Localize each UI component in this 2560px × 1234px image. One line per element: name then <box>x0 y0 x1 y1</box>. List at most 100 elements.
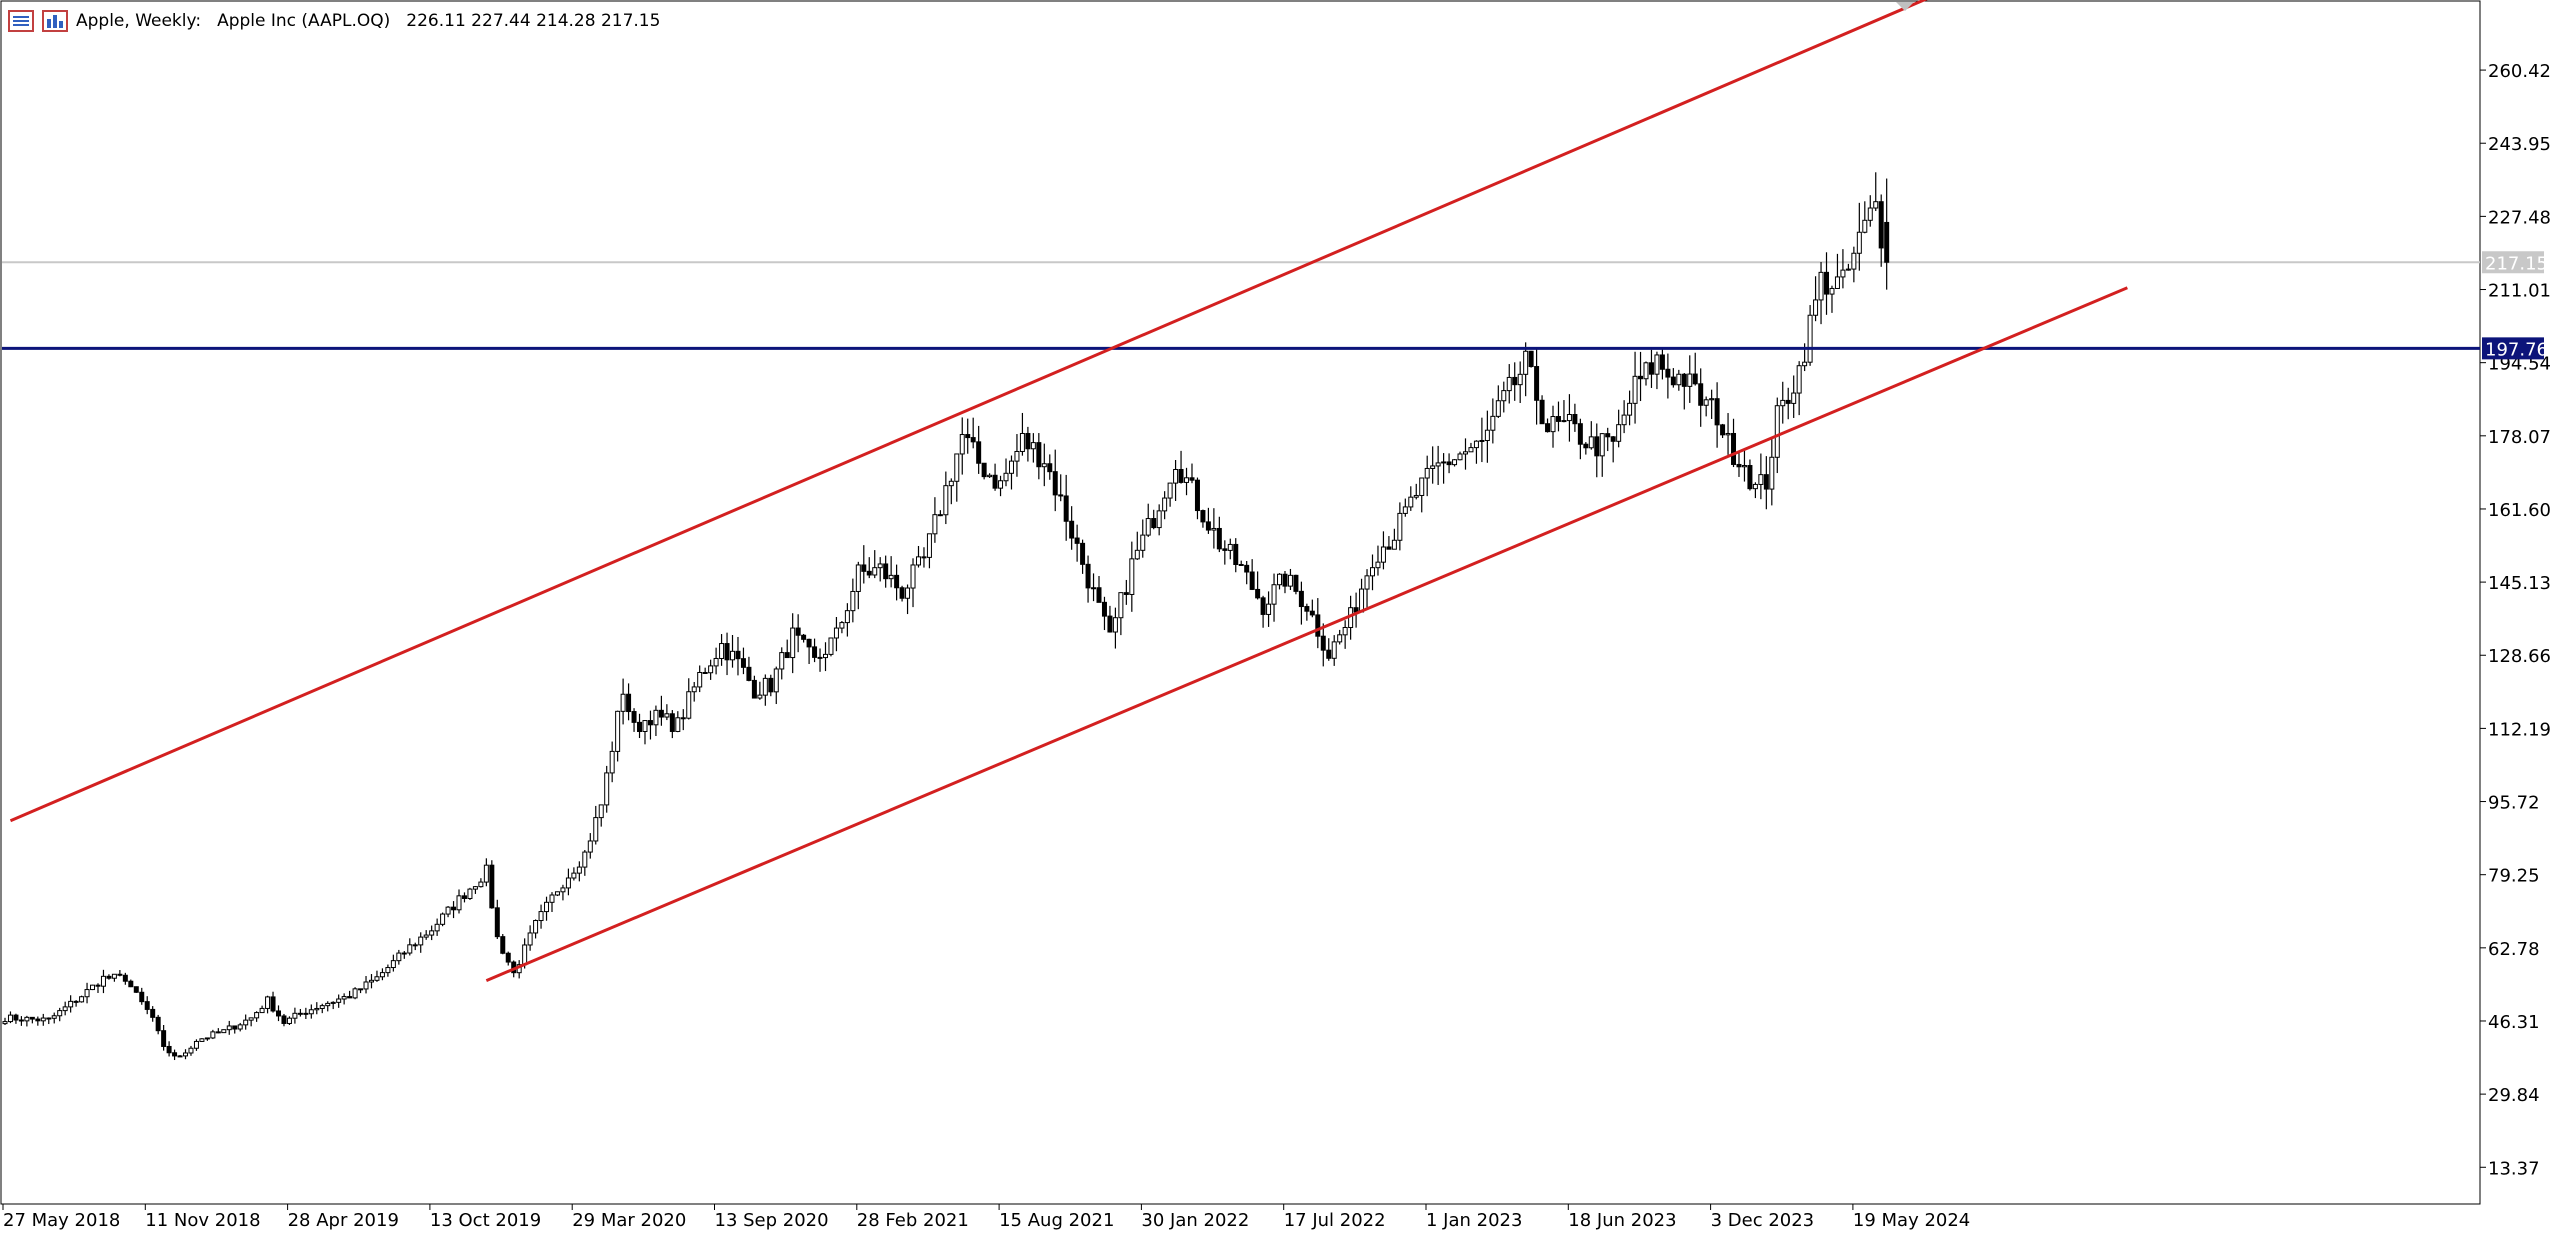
candle <box>1173 460 1179 501</box>
candle <box>1184 467 1190 496</box>
bull-candle-body <box>686 691 692 719</box>
candle <box>1621 400 1627 434</box>
candle <box>806 638 812 664</box>
candle <box>637 713 643 739</box>
candle <box>423 930 429 940</box>
bear-candle-body <box>1577 423 1583 445</box>
candle <box>144 996 150 1015</box>
bull-candle-body <box>943 485 949 516</box>
bull-candle-body <box>565 877 571 889</box>
bear-candle-body <box>461 895 467 899</box>
candle <box>1353 592 1359 628</box>
candle <box>1194 477 1200 520</box>
bull-candle-body <box>1019 432 1025 452</box>
x-tick-label: 13 Oct 2019 <box>430 1210 541 1231</box>
bear-candle-body <box>489 864 495 909</box>
bear-candle-body <box>232 1025 238 1030</box>
candle <box>1643 361 1649 386</box>
bull-candle-body <box>1550 416 1556 433</box>
bull-candle-body <box>855 564 861 592</box>
candle <box>1391 528 1397 550</box>
bull-candle-body <box>1473 440 1479 449</box>
candle <box>1101 596 1107 631</box>
bull-candle-body <box>926 533 932 558</box>
chart-menu-icon[interactable] <box>8 10 34 32</box>
bear-candle-body <box>172 1052 178 1057</box>
bear-candle-body <box>128 980 134 988</box>
bear-candle-body <box>1528 350 1534 368</box>
shift-marker-icon[interactable] <box>1896 2 1914 11</box>
candle <box>243 1014 249 1030</box>
candle <box>111 973 117 982</box>
candle <box>1003 458 1009 487</box>
bull-candle-body <box>1479 439 1485 442</box>
bull-candle-body <box>1506 376 1512 392</box>
candle <box>658 695 664 726</box>
bull-candle-body <box>265 996 271 1009</box>
bull-candle-body <box>1791 392 1797 404</box>
candle <box>1829 285 1835 313</box>
bull-candle-body <box>560 887 566 893</box>
candle <box>615 710 621 762</box>
bull-candle-body <box>1457 453 1463 461</box>
candle <box>669 710 675 739</box>
candle <box>95 983 101 993</box>
candle <box>1555 401 1561 432</box>
bull-candle-body <box>374 976 380 981</box>
bull-candle-body <box>757 694 763 699</box>
candle <box>1840 249 1846 289</box>
bull-candle-body <box>1818 271 1824 301</box>
candle <box>254 1011 260 1022</box>
candle <box>472 886 478 894</box>
candle <box>1473 440 1479 464</box>
bull-candle-body <box>1599 433 1605 457</box>
bull-candle-body <box>1266 603 1272 615</box>
bear-candle-body <box>658 709 664 718</box>
candle <box>1446 453 1452 474</box>
bull-candle-body <box>259 1007 265 1014</box>
candle <box>626 683 632 721</box>
candle <box>319 1003 325 1014</box>
channel-upper-line[interactable] <box>9 0 1963 823</box>
bull-candle-body <box>954 453 960 482</box>
candle <box>691 681 697 702</box>
bull-candle-body <box>1813 299 1819 316</box>
candle <box>544 896 550 921</box>
candle <box>204 1037 210 1041</box>
bull-candle-body <box>1484 429 1490 441</box>
candle <box>1479 417 1485 463</box>
candle <box>642 720 648 745</box>
bear-candle-body <box>1238 563 1244 566</box>
bull-candle-body <box>1780 399 1786 407</box>
bear-candle-body <box>1720 424 1726 436</box>
candle <box>1703 396 1709 417</box>
candle <box>1867 195 1873 227</box>
x-tick-label: 3 Dec 2023 <box>1711 1210 1815 1231</box>
chart-type-icon[interactable] <box>42 10 68 32</box>
bear-candle-body <box>965 434 971 439</box>
bear-candle-body <box>1534 366 1540 401</box>
bull-candle-body <box>762 677 768 696</box>
candle <box>1616 409 1622 448</box>
candle <box>1758 453 1764 500</box>
candle <box>292 1007 298 1024</box>
candle <box>757 681 763 700</box>
bull-candle-body <box>379 972 385 978</box>
channel-lower-line[interactable] <box>485 286 2128 982</box>
bull-candle-body <box>111 973 117 979</box>
bull-candle-body <box>1030 442 1036 450</box>
bear-candle-body <box>1315 614 1321 637</box>
bull-candle-body <box>1840 269 1846 278</box>
bear-candle-body <box>1216 527 1222 550</box>
bear-candle-body <box>1763 474 1769 490</box>
candle <box>352 987 358 1000</box>
x-tick-label: 30 Jan 2022 <box>1141 1210 1249 1231</box>
candle <box>1495 385 1501 418</box>
candle <box>981 462 987 480</box>
candle <box>1008 455 1014 490</box>
candle <box>1244 560 1250 585</box>
bull-candle-body <box>1184 477 1190 483</box>
bear-candle-body <box>1222 548 1228 551</box>
